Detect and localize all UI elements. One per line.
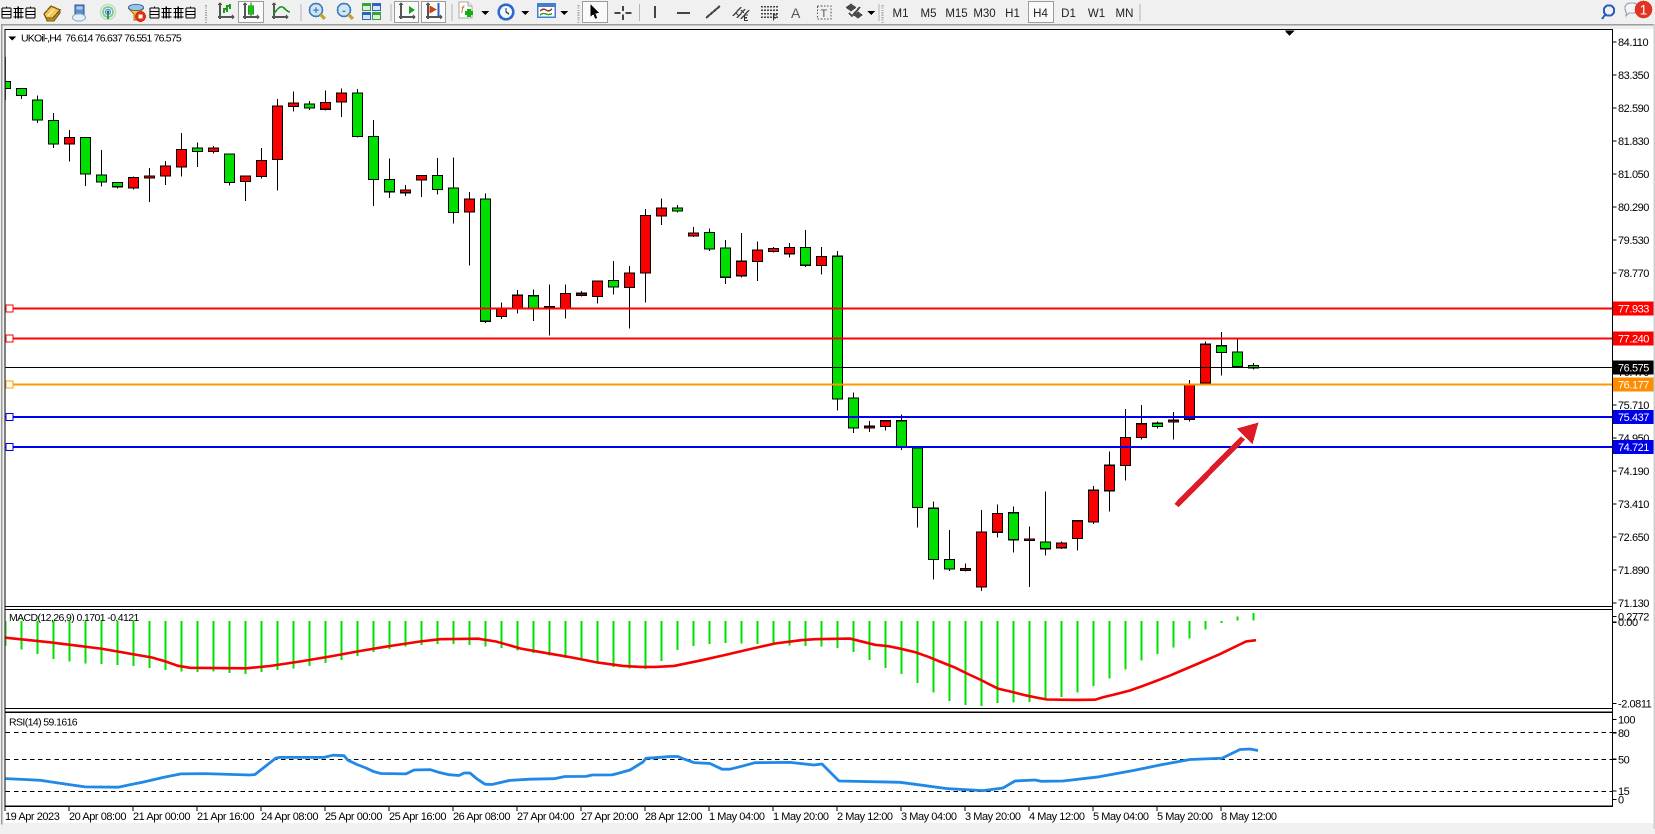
svg-text:2 May 12:00: 2 May 12:00 bbox=[837, 811, 893, 823]
svg-text:75.710: 75.710 bbox=[1618, 400, 1649, 412]
svg-text:27 Apr 20:00: 27 Apr 20:00 bbox=[581, 811, 638, 823]
svg-text:1: 1 bbox=[1640, 3, 1648, 18]
svg-text:UKOil-,H4 76.614 76.637 76.55: UKOil-,H4 76.614 76.637 76.551 76.575 bbox=[21, 33, 182, 45]
svg-text:81.830: 81.830 bbox=[1618, 136, 1649, 148]
svg-text:25 Apr 00:00: 25 Apr 00:00 bbox=[325, 811, 382, 823]
svg-text:75.437: 75.437 bbox=[1618, 412, 1649, 424]
svg-text:0.2772: 0.2772 bbox=[1618, 612, 1649, 624]
svg-text:28 Apr 12:00: 28 Apr 12:00 bbox=[645, 811, 702, 823]
svg-text:19 Apr 2023: 19 Apr 2023 bbox=[5, 811, 60, 823]
svg-text:100: 100 bbox=[1618, 715, 1635, 727]
svg-text:25 Apr 16:00: 25 Apr 16:00 bbox=[389, 811, 446, 823]
svg-text:72.650: 72.650 bbox=[1618, 532, 1649, 544]
svg-text:T: T bbox=[821, 8, 828, 20]
svg-text:21 Apr 16:00: 21 Apr 16:00 bbox=[197, 811, 254, 823]
svg-text:21 Apr 00:00: 21 Apr 00:00 bbox=[133, 811, 190, 823]
svg-text:84.110: 84.110 bbox=[1618, 37, 1648, 49]
svg-text:81.050: 81.050 bbox=[1618, 169, 1649, 181]
svg-text:1 May 04:00: 1 May 04:00 bbox=[709, 811, 765, 823]
svg-text:26 Apr 08:00: 26 Apr 08:00 bbox=[453, 811, 510, 823]
svg-text:71.130: 71.130 bbox=[1618, 598, 1649, 610]
svg-text:20 Apr 08:00: 20 Apr 08:00 bbox=[69, 811, 126, 823]
svg-text:50: 50 bbox=[1618, 754, 1630, 766]
svg-text:77.240: 77.240 bbox=[1618, 334, 1649, 346]
svg-text:78.770: 78.770 bbox=[1618, 268, 1649, 280]
svg-text:0.00: 0.00 bbox=[1618, 617, 1638, 629]
svg-text:MACD(12,26,9) 0.1701 -0.4121: MACD(12,26,9) 0.1701 -0.4121 bbox=[9, 612, 139, 624]
svg-text:A: A bbox=[791, 5, 801, 21]
svg-text:H1: H1 bbox=[1005, 8, 1020, 20]
svg-text:-2.0811: -2.0811 bbox=[1618, 698, 1652, 710]
svg-text:80.290: 80.290 bbox=[1618, 202, 1649, 214]
svg-text:MN: MN bbox=[1116, 8, 1134, 20]
svg-text:77.933: 77.933 bbox=[1618, 304, 1649, 316]
svg-text:D1: D1 bbox=[1061, 8, 1076, 20]
svg-text:4 May 12:00: 4 May 12:00 bbox=[1029, 811, 1085, 823]
svg-text:83.350: 83.350 bbox=[1618, 70, 1649, 82]
svg-text:1 May 20:00: 1 May 20:00 bbox=[773, 811, 829, 823]
svg-text:f: f bbox=[461, 5, 465, 16]
svg-text:5 May 20:00: 5 May 20:00 bbox=[1157, 811, 1213, 823]
svg-text:76.575: 76.575 bbox=[1618, 363, 1649, 375]
svg-text:76.177: 76.177 bbox=[1618, 380, 1649, 392]
svg-text:W1: W1 bbox=[1088, 8, 1105, 20]
svg-text:82.590: 82.590 bbox=[1618, 103, 1649, 115]
svg-text:M15: M15 bbox=[945, 8, 967, 20]
svg-text:27 Apr 04:00: 27 Apr 04:00 bbox=[517, 811, 574, 823]
svg-text:24 Apr 08:00: 24 Apr 08:00 bbox=[261, 811, 318, 823]
svg-text:+: + bbox=[313, 5, 319, 17]
svg-text:0: 0 bbox=[1618, 795, 1624, 807]
svg-text:-: - bbox=[342, 5, 346, 17]
svg-text:5 May 04:00: 5 May 04:00 bbox=[1093, 811, 1149, 823]
svg-text:79.530: 79.530 bbox=[1618, 235, 1649, 247]
svg-text:73.410: 73.410 bbox=[1618, 499, 1649, 511]
svg-text:H4: H4 bbox=[1033, 8, 1048, 20]
svg-text:80: 80 bbox=[1618, 728, 1630, 740]
svg-text:M1: M1 bbox=[893, 8, 909, 20]
svg-text:74.721: 74.721 bbox=[1618, 442, 1649, 454]
svg-text:M30: M30 bbox=[973, 8, 995, 20]
svg-text:3 May 04:00: 3 May 04:00 bbox=[901, 811, 957, 823]
svg-text:RSI(14) 59.1616: RSI(14) 59.1616 bbox=[9, 717, 78, 729]
svg-text:71.890: 71.890 bbox=[1618, 565, 1649, 577]
svg-text:M5: M5 bbox=[921, 8, 937, 20]
svg-text:8 May 12:00: 8 May 12:00 bbox=[1221, 811, 1277, 823]
svg-text:74.190: 74.190 bbox=[1618, 466, 1649, 478]
svg-text:3 May 20:00: 3 May 20:00 bbox=[965, 811, 1021, 823]
svg-text:15: 15 bbox=[1618, 786, 1630, 798]
